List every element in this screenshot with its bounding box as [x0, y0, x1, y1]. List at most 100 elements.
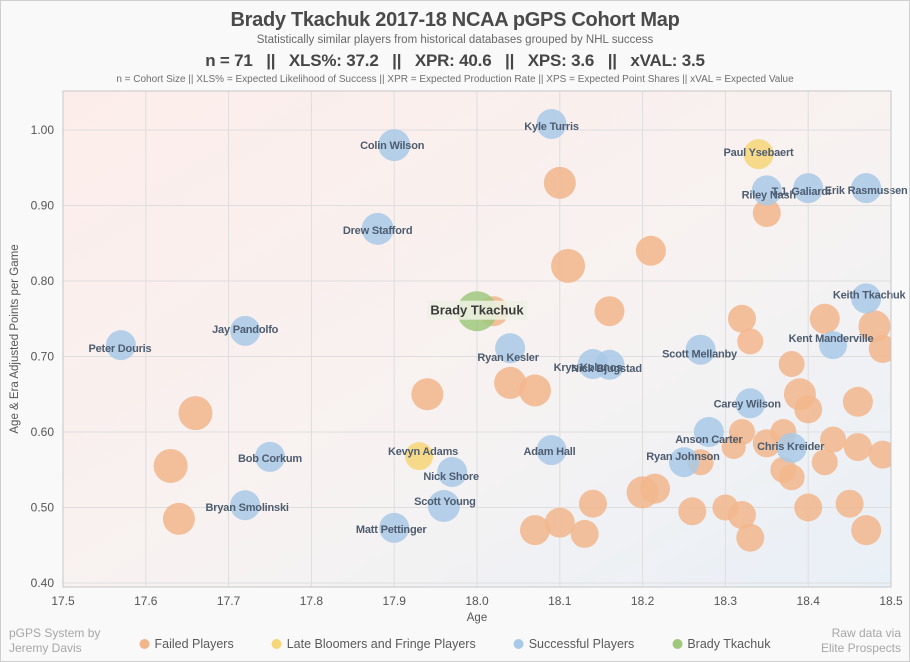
data-point[interactable]	[842, 386, 873, 417]
data-point[interactable]	[843, 433, 872, 462]
credit-left-line2: Jeremy Davis	[9, 641, 82, 655]
data-point[interactable]	[712, 494, 739, 521]
data-point[interactable]	[737, 328, 764, 355]
data-point[interactable]	[494, 366, 527, 399]
data-point[interactable]	[752, 199, 781, 228]
data-point[interactable]	[230, 490, 261, 521]
data-point[interactable]	[594, 296, 625, 327]
player-label: T.J. Galiardi	[772, 186, 831, 198]
data-point[interactable]	[743, 139, 774, 170]
player-label: Anson Carter	[675, 434, 743, 446]
data-point[interactable]	[752, 429, 781, 458]
cohort-scatter-chart: Paul Ysebaert Kevyn Adams Colin Wilson Kyle…	[1, 86, 909, 631]
data-point[interactable]	[776, 432, 807, 463]
data-point[interactable]	[868, 440, 897, 469]
x-axis-title: Age	[467, 612, 487, 624]
data-point[interactable]	[178, 396, 213, 431]
data-point[interactable]	[378, 129, 411, 162]
player-label: Kevyn Adams	[388, 446, 458, 458]
data-point[interactable]	[851, 515, 882, 546]
player-label: Ryan Johnson	[646, 451, 720, 463]
player-label: Kyle Turris	[524, 121, 579, 133]
data-point[interactable]	[640, 473, 671, 504]
player-label: Carey Wilson	[714, 398, 782, 410]
data-point[interactable]	[427, 489, 460, 522]
y-tick-label: 1.00	[31, 123, 55, 137]
legend-item-failed-players[interactable]: Failed Players	[139, 637, 234, 651]
data-point[interactable]	[495, 333, 526, 364]
data-point[interactable]	[868, 334, 897, 363]
data-point[interactable]	[794, 493, 823, 522]
data-point[interactable]	[678, 497, 707, 526]
data-point[interactable]	[578, 489, 607, 518]
data-point[interactable]	[405, 442, 434, 471]
data-point[interactable]	[544, 507, 575, 538]
credit-left-line1: pGPS System by	[9, 626, 101, 640]
data-point[interactable]	[793, 173, 824, 204]
plot-border	[62, 90, 892, 588]
data-point[interactable]	[437, 457, 468, 488]
data-point[interactable]	[721, 435, 746, 460]
successful-players-dot-icon	[513, 639, 524, 649]
x-tick-label: 18.1	[548, 594, 572, 608]
player-label: Ryan Kesler	[477, 352, 539, 364]
data-point[interactable]	[851, 173, 882, 204]
footer: pGPS System by Jeremy Davis Failed Playe…	[1, 625, 909, 661]
data-point[interactable]	[693, 417, 724, 447]
stat-definitions-line: n = Cohort Size || XLS% = Expected Likel…	[116, 74, 794, 85]
data-point[interactable]	[835, 489, 864, 518]
x-tick-label: 17.7	[217, 594, 241, 608]
y-tick-label: 0.90	[31, 199, 55, 213]
data-point[interactable]	[794, 395, 823, 424]
data-point[interactable]	[811, 449, 838, 476]
data-point[interactable]	[255, 441, 285, 472]
data-point[interactable]	[735, 388, 766, 419]
data-point[interactable]	[635, 235, 666, 266]
player-label: Bryan Smolinski	[206, 502, 289, 514]
x-tick-label: 18.0	[465, 594, 489, 608]
data-point[interactable]	[778, 351, 805, 378]
data-point[interactable]	[536, 108, 567, 139]
legend-item-late-bloomers[interactable]: Late Bloomers and Fringe Players	[271, 637, 476, 651]
player-label: Riley Nash	[742, 189, 797, 201]
data-point[interactable]	[809, 303, 840, 334]
data-point[interactable]	[551, 248, 586, 283]
data-point[interactable]	[751, 175, 782, 206]
data-point[interactable]	[778, 464, 805, 491]
data-point[interactable]	[153, 448, 188, 483]
data-point[interactable]	[379, 512, 410, 543]
brady-tkachuk-dot-icon	[672, 639, 683, 649]
data-point[interactable]	[594, 349, 625, 380]
data-point[interactable]	[851, 283, 882, 314]
credit-elite-prospects: Raw data via Elite Prospects	[821, 626, 901, 656]
data-point[interactable]	[536, 435, 567, 466]
data-point[interactable]	[543, 166, 576, 199]
x-tick-label: 17.6	[134, 594, 158, 608]
data-point[interactable]	[105, 330, 136, 361]
data-point[interactable]	[361, 212, 394, 245]
data-point[interactable]	[411, 378, 444, 411]
legend-item-brady-tkachuk[interactable]: Brady Tkachuk	[672, 637, 770, 651]
player-label: Scott Mellanby	[662, 349, 738, 361]
data-point[interactable]	[685, 334, 716, 365]
data-point[interactable]	[819, 331, 848, 360]
data-point[interactable]	[518, 374, 551, 407]
y-tick-label: 0.40	[31, 576, 55, 590]
data-point[interactable]	[858, 310, 891, 343]
data-point[interactable]	[820, 426, 847, 453]
player-label: Erik Rasmussen	[825, 185, 908, 197]
data-point[interactable]	[669, 447, 699, 478]
data-point[interactable]	[162, 502, 195, 535]
legend-item-successful-players[interactable]: Successful Players	[513, 637, 634, 651]
data-point[interactable]	[570, 519, 599, 548]
y-tick-label: 0.70	[31, 350, 55, 364]
y-tick-label: 0.50	[31, 501, 55, 515]
player-label: Adam Hall	[524, 446, 576, 458]
player-label: Nick Bjugstad	[571, 363, 642, 375]
data-point[interactable]	[736, 523, 765, 552]
data-point[interactable]	[519, 515, 550, 546]
data-point[interactable]	[230, 315, 261, 346]
legend-label: Brady Tkachuk	[687, 637, 771, 651]
data-point[interactable]	[727, 304, 756, 333]
